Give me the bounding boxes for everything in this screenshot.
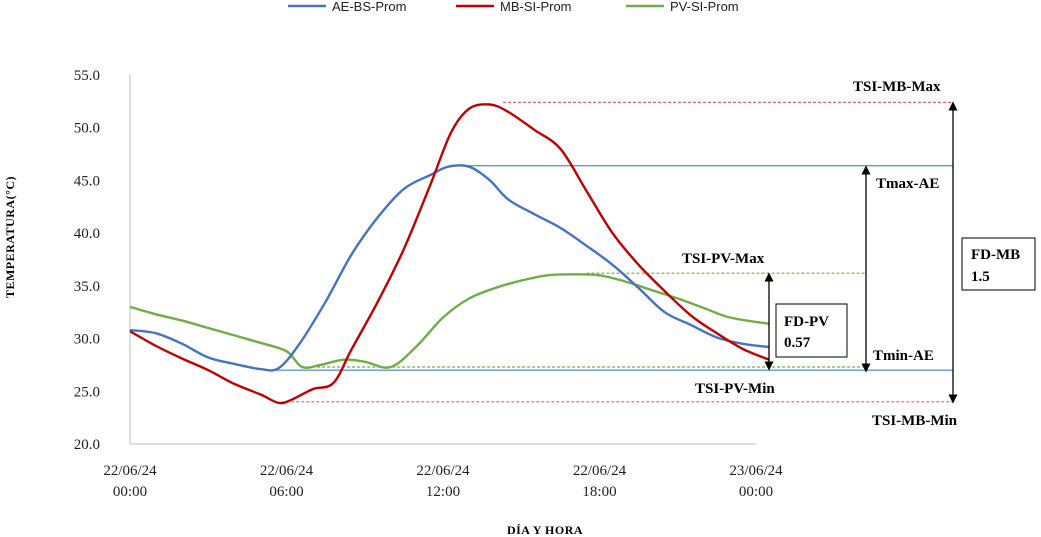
legend-label-pv: PV-SI-Prom <box>670 0 739 14</box>
y-tick-label: 35.0 <box>74 279 100 295</box>
series-line-mb-si-prom <box>129 103 770 405</box>
x-tick-time: 06:00 <box>269 484 303 500</box>
y-tick-label: 55.0 <box>74 68 100 84</box>
x-tick-labels: 22/06/24 00:00 22/06/24 06:00 22/06/24 12:00 2… <box>103 463 783 500</box>
fd-pv-title: FD-PV <box>784 314 829 330</box>
fd-mb-box: FD-MB 1.5 <box>961 237 1036 291</box>
x-tick-date: 22/06/24 <box>416 463 470 479</box>
series-line-pv-si-prom <box>129 273 770 370</box>
label-tmin-ae: Tmin-AE <box>873 348 934 364</box>
x-tick-date: 22/06/24 <box>103 463 157 479</box>
fd-pv-box: FD-PV 0.57 <box>775 303 848 358</box>
x-tick-time: 12:00 <box>426 484 460 500</box>
x-tick-time: 00:00 <box>739 484 773 500</box>
label-tsi-pv-max: TSI-PV-Max <box>682 251 765 267</box>
legend-label-ae: AE-BS-Prom <box>332 0 406 14</box>
label-tmax-ae: Tmax-AE <box>876 176 939 192</box>
y-axis-title: TEMPERATURA(°C) <box>3 176 17 298</box>
series-lines <box>129 103 770 405</box>
series-line-ae-bs-prom <box>129 164 770 372</box>
legend: AE-BS-Prom MB-SI-Prom PV-SI-Prom <box>288 0 739 14</box>
x-tick-time: 00:00 <box>113 484 147 500</box>
y-tick-label: 20.0 <box>74 437 100 453</box>
fd-pv-value: 0.57 <box>784 335 811 351</box>
fd-mb-value: 1.5 <box>971 269 990 285</box>
y-tick-labels: 20.0 25.0 30.0 35.0 40.0 45.0 50.0 55.0 <box>74 68 100 453</box>
label-tsi-mb-max: TSI-MB-Max <box>853 79 941 95</box>
x-axis-title: DÍA Y HORA <box>507 523 583 537</box>
y-tick-label: 30.0 <box>74 332 100 348</box>
fd-mb-title: FD-MB <box>971 247 1020 263</box>
fd-mb-box-frame <box>961 237 1036 291</box>
legend-label-mb: MB-SI-Prom <box>500 0 572 14</box>
x-tick-date: 23/06/24 <box>729 463 783 479</box>
label-tsi-pv-min: TSI-PV-Min <box>695 381 775 397</box>
y-tick-label: 25.0 <box>74 384 100 400</box>
reference-lines <box>270 101 953 403</box>
annotation-labels: TSI-MB-Max Tmax-AE TSI-PV-Max Tmin-AE TS… <box>682 79 958 429</box>
x-tick-time: 18:00 <box>582 484 616 500</box>
y-tick-label: 45.0 <box>74 173 100 189</box>
fd-pv-box-frame <box>775 303 848 358</box>
label-tsi-mb-min: TSI-MB-Min <box>872 413 958 429</box>
x-tick-date: 22/06/24 <box>573 463 627 479</box>
y-tick-label: 40.0 <box>74 226 100 242</box>
x-tick-date: 22/06/24 <box>260 463 314 479</box>
y-tick-label: 50.0 <box>74 121 100 137</box>
dimension-arrows <box>764 101 958 404</box>
